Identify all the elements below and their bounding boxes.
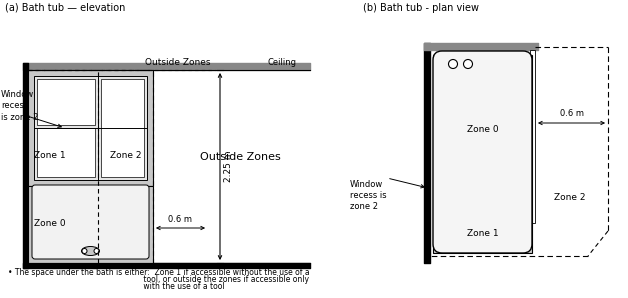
Text: Zone 2: Zone 2 (111, 150, 142, 159)
Bar (37, 79, 95, 125)
Bar (28, 70, 153, 186)
Bar (530, 50, 535, 223)
Bar (433, 55, 532, 253)
Bar (28, 186, 153, 263)
Text: Zone 0: Zone 0 (34, 218, 66, 227)
Circle shape (463, 60, 472, 69)
Ellipse shape (94, 249, 99, 254)
Bar (101, 79, 144, 177)
Text: Zone 2: Zone 2 (555, 193, 586, 203)
Text: (a) Bath tub — elevation: (a) Bath tub — elevation (5, 3, 126, 13)
Text: Outside Zones: Outside Zones (145, 58, 211, 67)
Text: Zone 0: Zone 0 (467, 125, 498, 134)
Circle shape (448, 60, 458, 69)
Text: 2.25 m: 2.25 m (224, 151, 233, 182)
Text: 0.6 m: 0.6 m (560, 109, 583, 118)
Text: tool, or outside the zones if accessible only: tool, or outside the zones if accessible… (8, 275, 309, 284)
Text: Outside Zones: Outside Zones (200, 152, 280, 162)
Text: Ceiling: Ceiling (267, 58, 296, 67)
Text: Zone 1: Zone 1 (467, 229, 498, 238)
FancyBboxPatch shape (433, 51, 532, 253)
Text: 0.6 m: 0.6 m (168, 215, 192, 224)
Text: Zone 1: Zone 1 (34, 150, 66, 159)
Bar (37, 128, 95, 177)
Ellipse shape (82, 246, 99, 255)
Text: Window
recess
is zone 2: Window recess is zone 2 (1, 90, 38, 122)
Text: (b) Bath tub - plan view: (b) Bath tub - plan view (363, 3, 479, 13)
Text: Window
recess is
zone 2: Window recess is zone 2 (350, 180, 387, 211)
Text: • The space under the bath is either:  Zone 1 if accessible without the use of a: • The space under the bath is either: Zo… (8, 268, 310, 277)
FancyBboxPatch shape (32, 185, 149, 259)
Ellipse shape (82, 249, 87, 254)
Bar (34, 76, 147, 180)
Text: with the use of a tool: with the use of a tool (8, 282, 225, 291)
